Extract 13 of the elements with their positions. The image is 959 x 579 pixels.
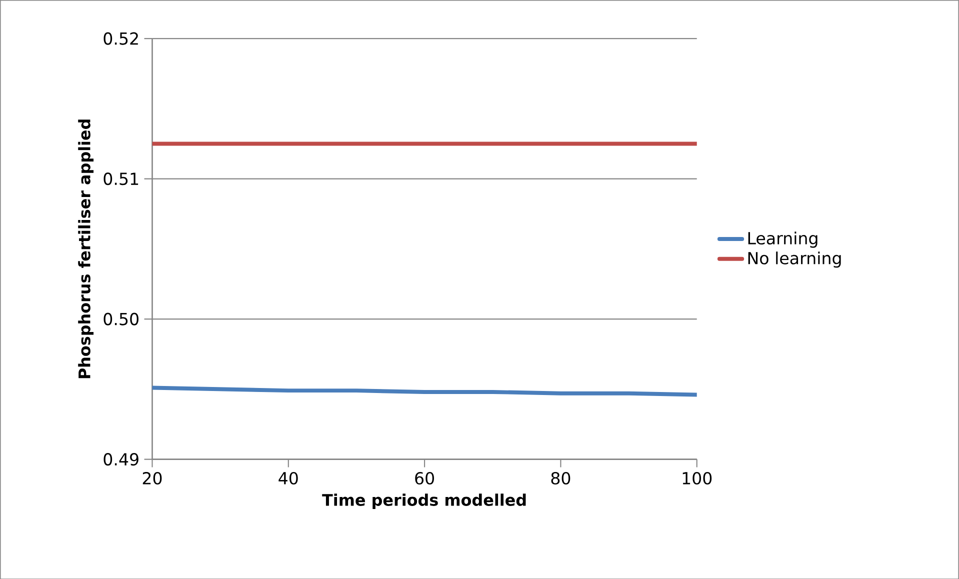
y-tick-label: 0.51 — [104, 172, 138, 185]
legend-label: Learning — [748, 231, 818, 248]
y-tick-label: 0.50 — [104, 312, 138, 326]
x-tick-label: 80 — [551, 472, 570, 484]
y-tick-label: 0.49 — [104, 452, 138, 466]
x-tick-label: 100 — [682, 472, 712, 484]
x-tick-label: 20 — [142, 472, 162, 484]
y-tick-label: 0.52 — [104, 32, 138, 45]
x-tick-label: 60 — [415, 472, 434, 484]
legend-label: No learning — [748, 251, 841, 268]
x-tick-label: 40 — [278, 472, 298, 484]
x-axis-title: Time periods modelled — [322, 493, 526, 509]
y-axis-title: Phosphorus fertiliser applied — [78, 119, 94, 378]
